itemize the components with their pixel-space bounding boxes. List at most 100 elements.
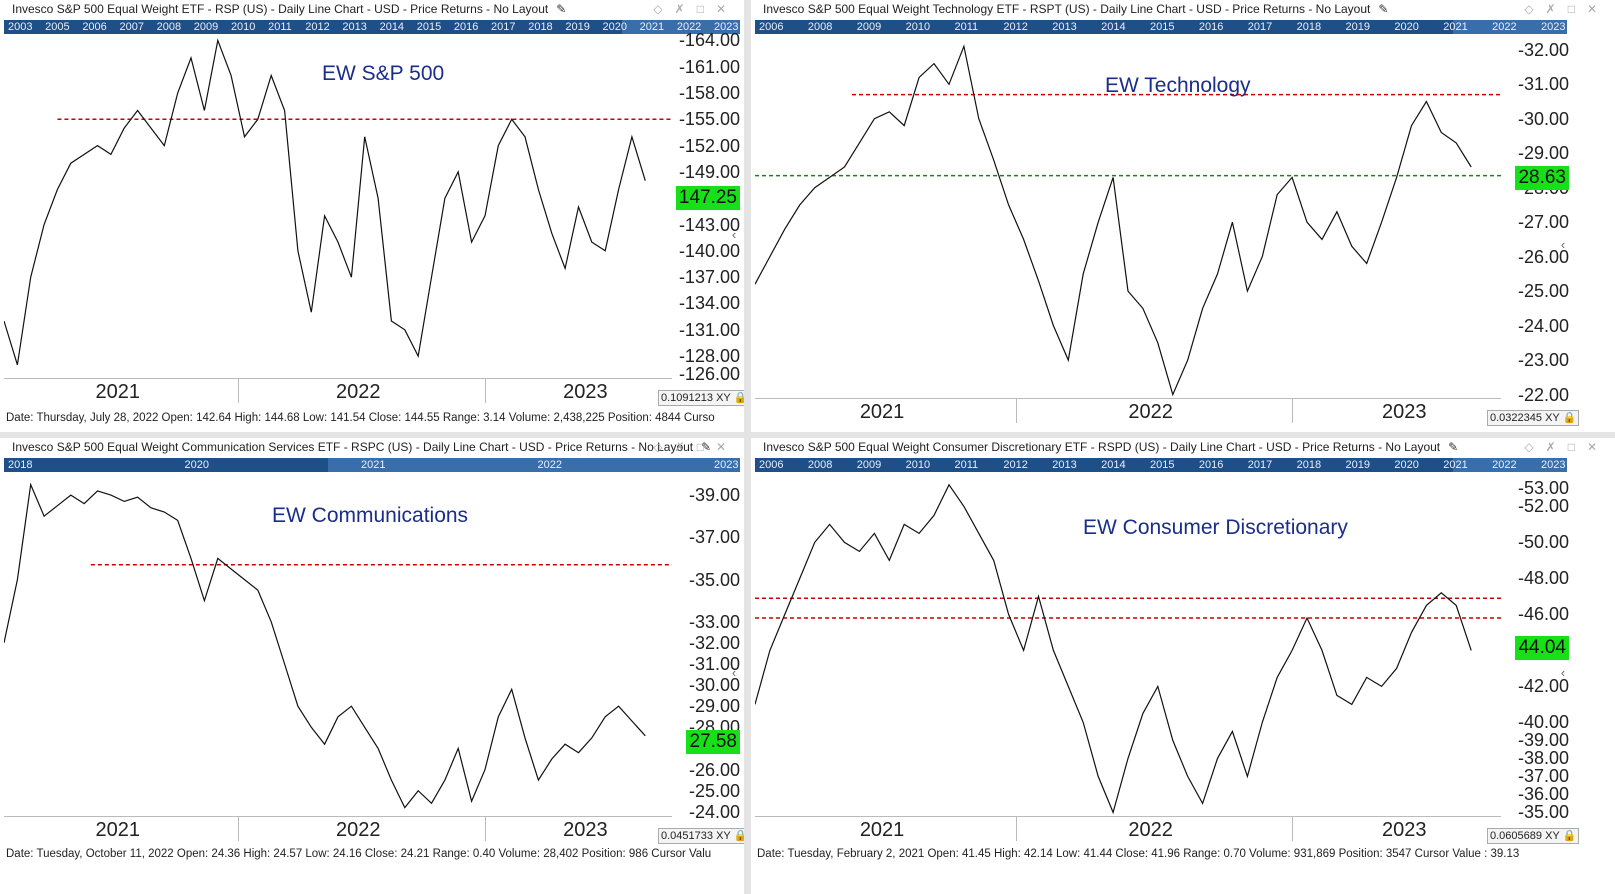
timeline-navigator[interactable]: 2018 2020 2021 2022 2023: [4, 458, 740, 472]
navigator-year-label: 2015: [416, 21, 442, 33]
maximize-icon[interactable]: □: [1567, 440, 1587, 454]
close-icon[interactable]: ✕: [715, 2, 738, 16]
pencil-icon[interactable]: ✎: [1448, 440, 1459, 454]
x-axis: 2021 2022 2023: [4, 378, 672, 403]
x-axis-separator: [237, 379, 239, 403]
collapse-arrow-icon[interactable]: ‹: [1560, 237, 1566, 252]
status-line: Date: Thursday, July 28, 2022 Open: 142.…: [6, 412, 715, 424]
window-title: Invesco S&P 500 Equal Weight Communicati…: [0, 438, 744, 456]
chart-panel-rspt: Invesco S&P 500 Equal Weight Technology …: [751, 0, 1615, 432]
cursor-value: 0.1091213: [661, 392, 717, 404]
lock-icon[interactable]: 🔒: [1562, 830, 1577, 842]
navigator-year-label: 2011: [268, 21, 292, 33]
y-tick-label: -131.00: [678, 319, 740, 340]
navigator-year-label: 2012: [1003, 21, 1028, 33]
y-tick-label: -35.00: [1517, 802, 1569, 823]
x-axis: 2021 2022 2023: [755, 816, 1501, 841]
x-tick-label: 2021: [95, 381, 141, 403]
lock-icon[interactable]: 🔒: [1562, 412, 1577, 424]
diamond-icon[interactable]: ◇: [1524, 2, 1546, 16]
navigator-year-label: 2012: [305, 21, 330, 33]
x-axis-separator: [1016, 817, 1018, 841]
xy-toggle[interactable]: XY: [716, 392, 734, 404]
price-line: [4, 482, 646, 809]
pin-icon[interactable]: ✗: [674, 2, 697, 16]
chart-title: EW Consumer Discretionary: [1083, 516, 1348, 539]
chart-title: EW Communications: [272, 504, 468, 527]
cursor-value-box[interactable]: 0.0605689 XY 🔒: [1487, 828, 1580, 844]
navigator-year-label: 2006: [82, 21, 107, 33]
y-tick-label: -128.00: [678, 346, 740, 367]
pin-icon[interactable]: ✗: [1545, 2, 1568, 16]
y-tick-label: -23.00: [1517, 350, 1569, 371]
price-line: [755, 483, 1472, 815]
y-tick-label: -31.00: [1517, 74, 1569, 95]
maximize-icon[interactable]: □: [696, 2, 716, 16]
collapse-arrow-icon[interactable]: ‹: [1560, 665, 1566, 680]
navigator-selection[interactable]: [327, 458, 740, 472]
close-icon[interactable]: ✕: [1586, 2, 1609, 16]
navigator-year-label: 2020: [1394, 21, 1419, 33]
vertical-divider[interactable]: [744, 0, 751, 894]
x-tick-label: 2021: [859, 401, 905, 423]
navigator-year-label: 2021: [361, 459, 386, 471]
x-axis-separator: [1292, 399, 1294, 423]
x-tick-label: 2022: [336, 819, 381, 841]
navigator-year-label: 2007: [119, 21, 144, 33]
diamond-icon[interactable]: ◇: [653, 440, 675, 454]
y-tick-label: -52.00: [1517, 496, 1569, 517]
maximize-icon[interactable]: □: [696, 440, 716, 454]
y-tick-label: -134.00: [678, 293, 740, 314]
pencil-icon[interactable]: ✎: [556, 2, 567, 16]
pencil-icon[interactable]: ✎: [1378, 2, 1389, 16]
y-tick-label: -39.00: [1517, 730, 1569, 751]
window-title-text: Invesco S&P 500 Equal Weight Communicati…: [12, 440, 694, 454]
y-tick-label: -25.00: [688, 780, 740, 801]
y-tick-label: -42.00: [1517, 676, 1569, 697]
navigator-year-label: 2014: [1101, 459, 1126, 471]
collapse-arrow-icon[interactable]: ‹: [731, 227, 737, 242]
diamond-icon[interactable]: ◇: [653, 2, 675, 16]
window-title: Invesco S&P 500 Equal Weight Technology …: [751, 0, 1615, 18]
x-tick-label: 2023: [1382, 401, 1427, 423]
cursor-value-box[interactable]: 0.1091213 XY 🔒: [658, 390, 744, 406]
pin-icon[interactable]: ✗: [1545, 440, 1568, 454]
xy-toggle[interactable]: XY: [1545, 412, 1563, 424]
navigator-selection[interactable]: [1453, 458, 1567, 472]
diamond-icon[interactable]: ◇: [1524, 440, 1546, 454]
pin-icon[interactable]: ✗: [674, 440, 697, 454]
xy-toggle[interactable]: XY: [1545, 830, 1563, 842]
navigator-year-label: 2005: [45, 21, 70, 33]
cursor-value-box[interactable]: 0.0322345 XY 🔒: [1487, 410, 1580, 426]
plot-area: EW Consumer Discretionary: [755, 474, 1501, 816]
y-tick-label: -164.00: [678, 30, 740, 51]
timeline-navigator[interactable]: 2006 2008 2009 2010 2011 2012 2013 2014 2015 2016…: [755, 20, 1567, 34]
pencil-icon[interactable]: ✎: [701, 440, 712, 454]
navigator-selection[interactable]: [1453, 20, 1567, 34]
lock-icon[interactable]: 🔒: [733, 830, 744, 842]
y-tick-label: -158.00: [678, 83, 740, 103]
close-icon[interactable]: ✕: [715, 440, 738, 454]
maximize-icon[interactable]: □: [1567, 2, 1587, 16]
navigator-selection[interactable]: [622, 20, 740, 34]
navigator-year-label: 2019: [1345, 21, 1370, 33]
lock-icon[interactable]: 🔒: [733, 392, 744, 404]
navigator-year-label: 2017: [1247, 21, 1273, 33]
horizontal-divider[interactable]: [0, 432, 1615, 438]
xy-toggle[interactable]: XY: [716, 830, 734, 842]
navigator-year-label: 2009: [856, 21, 882, 33]
timeline-navigator[interactable]: 2003 2005 2006 2007 2008 2009 2010 2011 2012 2013…: [4, 20, 740, 34]
y-tick-label: -24.00: [688, 801, 740, 822]
y-tick-label: -25.00: [1517, 281, 1569, 302]
x-axis: 2021 2022 2023: [755, 398, 1501, 423]
y-tick-label: -50.00: [1517, 532, 1569, 553]
price-line: [4, 38, 646, 365]
x-tick-label: 2022: [336, 381, 381, 403]
cursor-value-box[interactable]: 0.0451733 XY 🔒: [658, 828, 744, 844]
close-icon[interactable]: ✕: [1586, 440, 1609, 454]
collapse-arrow-icon[interactable]: ‹: [731, 665, 737, 680]
timeline-navigator[interactable]: 2006 2008 2009 2010 2011 2012 2013 2014 2015 2016…: [755, 458, 1567, 472]
y-tick-label: -26.00: [1517, 246, 1569, 267]
x-tick-label: 2023: [563, 381, 608, 403]
x-tick-label: 2023: [1382, 819, 1427, 841]
